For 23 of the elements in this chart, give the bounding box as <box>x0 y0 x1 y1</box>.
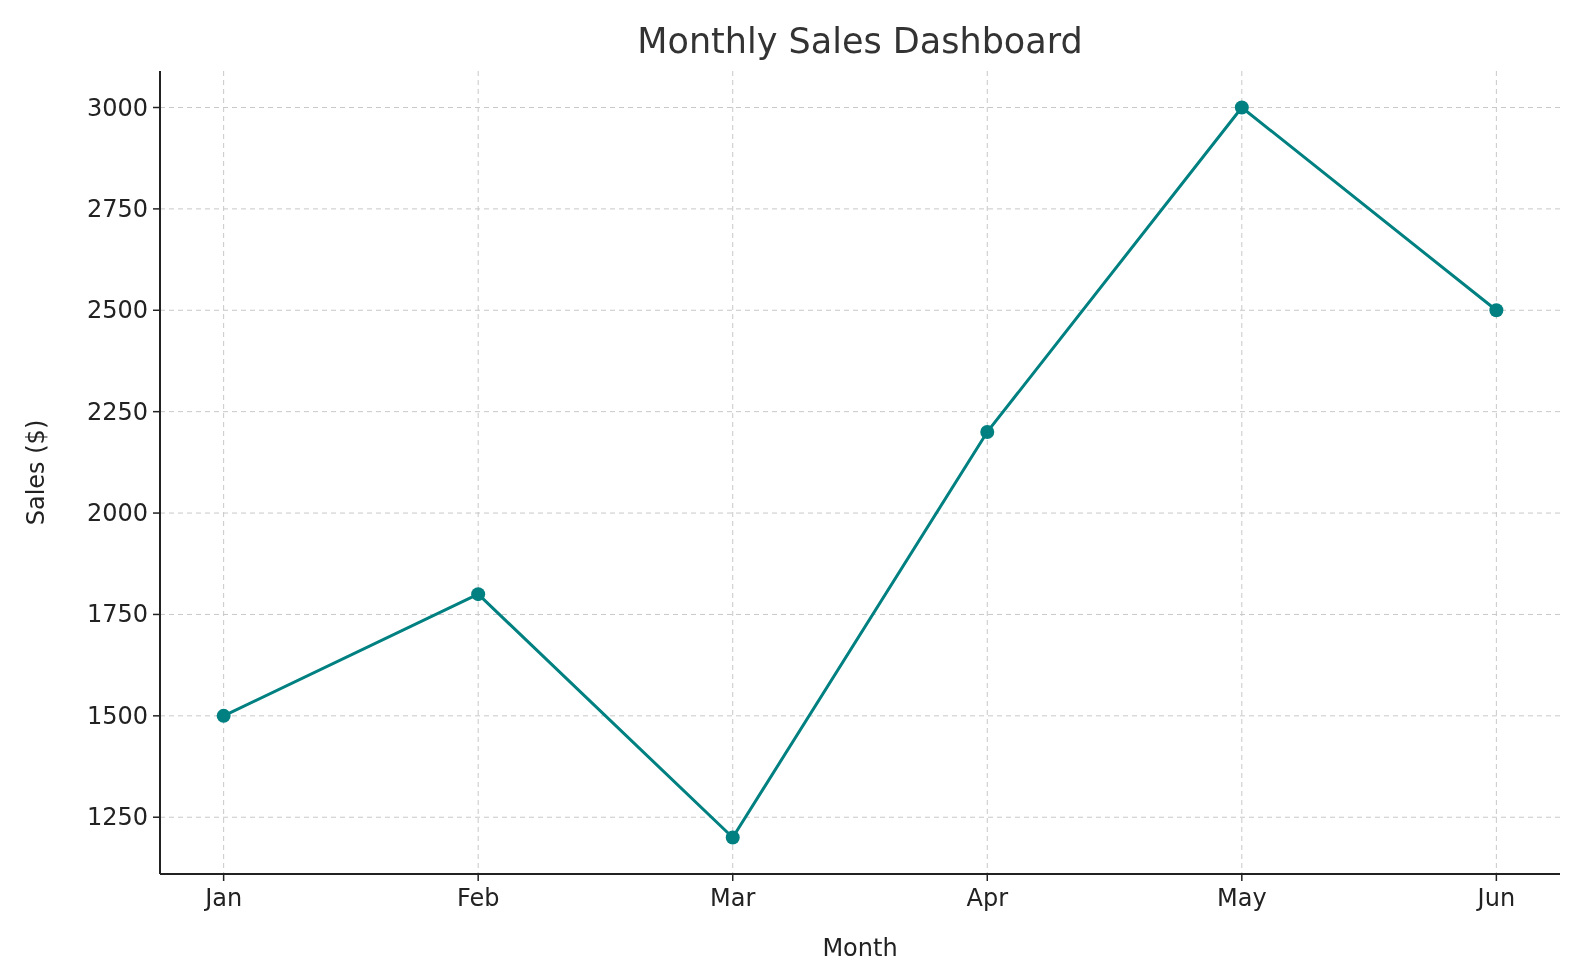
y-tick-label: 2500 <box>86 296 148 325</box>
y-tick-label: 2000 <box>86 499 148 528</box>
y-tick-label: 1750 <box>86 600 148 629</box>
x-tick-label: Apr <box>966 884 1009 912</box>
y-tick-label: 2750 <box>86 194 148 223</box>
chart-title: Monthly Sales Dashboard <box>637 21 1083 61</box>
point <box>1489 303 1504 318</box>
point <box>725 830 740 845</box>
x-axis-title: Month <box>822 934 898 962</box>
x-tick-label: Mar <box>710 884 756 912</box>
point <box>471 587 486 602</box>
point <box>980 424 995 439</box>
x-tick-label: Jun <box>1475 884 1516 912</box>
x-tick-label: May <box>1217 884 1267 912</box>
y-tick-label: 1500 <box>86 701 148 730</box>
x-tick-label: Jan <box>203 884 243 912</box>
x-tick-label: Feb <box>456 884 500 912</box>
y-axis-title: Sales ($) <box>22 419 50 526</box>
y-tick-label: 1250 <box>86 803 148 832</box>
y-tick-label: 2250 <box>86 397 148 426</box>
y-tick-label: 3000 <box>86 93 148 122</box>
point <box>1234 100 1249 115</box>
point <box>216 708 231 723</box>
